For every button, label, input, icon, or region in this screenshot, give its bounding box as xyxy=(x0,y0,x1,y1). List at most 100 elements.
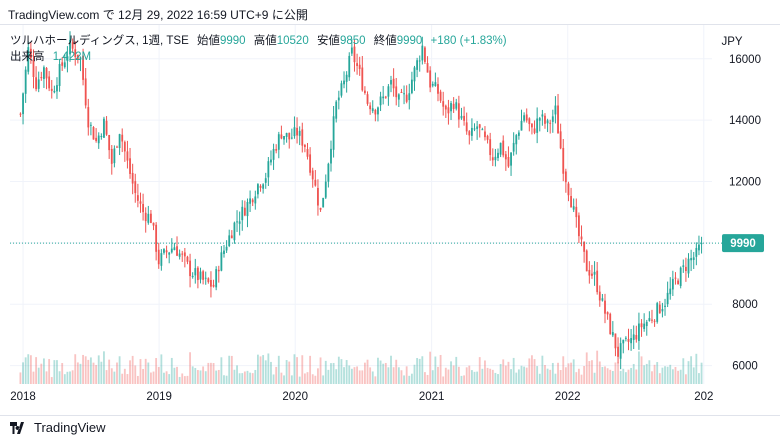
candle-body xyxy=(544,115,546,124)
volume-bar xyxy=(144,358,147,384)
volume-bar xyxy=(585,352,588,384)
volume-bar xyxy=(87,359,90,384)
candle-body xyxy=(212,284,215,287)
volume-bar xyxy=(48,359,51,384)
candle-body xyxy=(575,206,578,218)
candle-body xyxy=(611,332,614,336)
candle-body xyxy=(259,185,262,188)
volume-bar xyxy=(434,356,437,384)
candle-body xyxy=(74,49,77,57)
candle-body xyxy=(134,181,137,194)
volume-bar xyxy=(559,370,562,384)
candle-body xyxy=(43,67,45,79)
close-value: 9990 xyxy=(396,35,423,47)
candle-body xyxy=(110,148,113,164)
volume-bar xyxy=(416,358,419,384)
candle-body xyxy=(515,135,518,145)
candle-body xyxy=(150,213,152,223)
volume-bar xyxy=(108,359,111,384)
candle-body xyxy=(679,267,682,286)
volume-bar xyxy=(79,363,82,384)
candle-body xyxy=(424,47,426,62)
high-label: 高値 xyxy=(253,35,277,47)
volume-bar xyxy=(103,351,105,384)
candle-body xyxy=(191,275,194,277)
volume-bar xyxy=(251,373,254,384)
volume-bar xyxy=(189,352,191,384)
candle-body xyxy=(536,118,539,133)
candle-body xyxy=(196,267,199,281)
candle-body xyxy=(588,269,591,276)
volume-bar xyxy=(311,374,314,384)
volume-bar xyxy=(160,354,163,384)
volume-bar xyxy=(387,367,390,384)
volume-bar xyxy=(303,373,306,384)
volume-bar xyxy=(486,367,489,384)
candle-body xyxy=(666,292,669,305)
volume-bar xyxy=(335,369,338,384)
candle-body xyxy=(478,124,481,128)
candle-body xyxy=(270,159,272,163)
candle-body xyxy=(640,323,643,328)
volume-bar xyxy=(100,361,103,384)
volume-bar xyxy=(627,369,630,384)
publish-info: TradingView.com で 12月 29, 2022 16:59 UTC… xyxy=(8,8,308,22)
volume-bar xyxy=(238,373,241,384)
candle-body xyxy=(337,97,340,101)
volume-bar xyxy=(74,354,77,384)
close-label: 終値 xyxy=(373,35,397,47)
volume-bar xyxy=(356,366,358,384)
candle-body xyxy=(512,142,515,152)
volume-bar xyxy=(544,365,546,384)
volume-bar xyxy=(348,365,351,384)
volume-bar xyxy=(609,369,612,384)
x-tick-label: 2021 xyxy=(419,391,445,403)
candle-body xyxy=(570,196,572,208)
volume-bar xyxy=(27,354,30,384)
candle-body xyxy=(669,288,672,295)
volume-bar xyxy=(645,363,648,384)
volume-bar xyxy=(37,367,40,384)
candle-body xyxy=(504,154,507,160)
volume-bar xyxy=(698,373,700,384)
volume-bar xyxy=(210,362,212,384)
volume-bar xyxy=(84,356,87,384)
volume-bar xyxy=(658,373,661,384)
candle-body xyxy=(126,151,129,161)
volume-bar xyxy=(408,375,411,384)
candle-body xyxy=(421,45,424,61)
candle-body xyxy=(82,55,84,80)
candle-body xyxy=(413,67,416,82)
volume-bar xyxy=(499,364,502,384)
candle-body xyxy=(131,172,134,184)
candle-body xyxy=(233,222,236,241)
volume-bar xyxy=(695,353,698,384)
footer-brand[interactable]: TradingView xyxy=(10,420,106,435)
candle-body xyxy=(379,96,382,106)
candle-body xyxy=(118,134,121,149)
candle-body xyxy=(353,46,356,63)
y-tick-label: 14000 xyxy=(729,115,761,127)
volume-bar xyxy=(457,366,460,384)
candle-body xyxy=(528,118,531,125)
candle-body xyxy=(700,243,703,245)
candle-body xyxy=(296,127,298,136)
candle-body xyxy=(306,149,309,157)
candle-body xyxy=(322,197,325,208)
volume-bar xyxy=(424,372,426,384)
volume-bar xyxy=(395,359,398,384)
volume-bar xyxy=(593,372,596,384)
candle-body xyxy=(499,142,502,155)
volume-bar xyxy=(384,362,387,384)
volume-bar xyxy=(45,371,48,384)
volume-bar xyxy=(194,367,197,384)
candle-body xyxy=(199,271,202,280)
volume-bar xyxy=(611,371,614,384)
volume-bar xyxy=(202,366,205,384)
candle-body xyxy=(340,83,343,96)
candle-body xyxy=(562,147,565,174)
currency-label: JPY xyxy=(721,36,742,48)
candle-body xyxy=(45,67,48,79)
candle-body xyxy=(314,179,317,186)
